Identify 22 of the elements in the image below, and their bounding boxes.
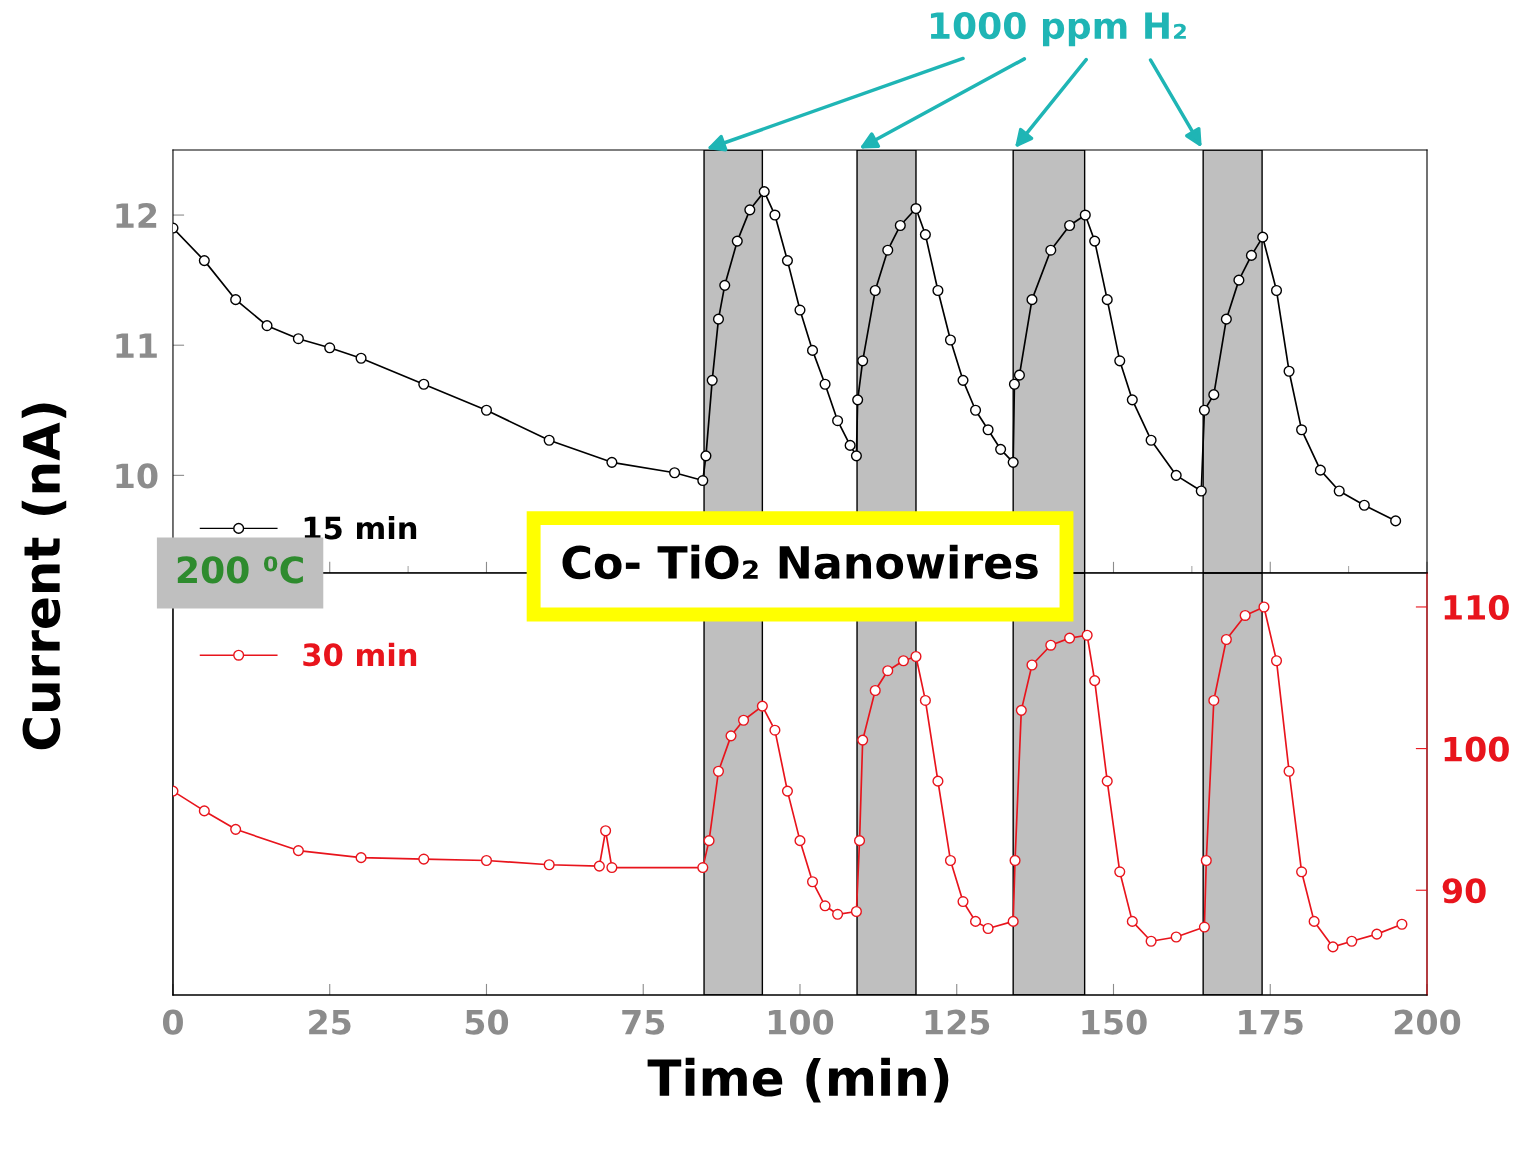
y-tick-label: 12 <box>116 202 157 228</box>
band-label: 1000 ppm H₂ <box>930 11 1186 47</box>
x-tick-label: 75 <box>622 1009 665 1035</box>
x-tick-label: 175 <box>1239 1009 1303 1035</box>
x-tick-label: 0 <box>162 1009 183 1035</box>
y-tick-label: 11 <box>116 333 157 358</box>
x-tick-label: 200 <box>1394 1009 1461 1035</box>
x-tick-label: 150 <box>1082 1009 1147 1035</box>
y2-tick-label: 110 <box>1444 594 1509 621</box>
annotation: Co- TiO₂ Nanowires <box>562 544 1038 580</box>
y-axis-title: Current (nA) <box>21 403 67 750</box>
legend-label: 15 min <box>304 515 417 540</box>
x-tick-label: 125 <box>925 1009 990 1035</box>
legend-label: 30 min <box>303 642 417 667</box>
y2-tick-label: 90 <box>1442 878 1486 904</box>
x-axis-title: Time (min) <box>647 1057 949 1103</box>
annotation: 200 ⁰C <box>177 556 303 584</box>
y-tick-label: 10 <box>116 463 158 489</box>
y2-tick-label: 100 <box>1444 736 1509 762</box>
x-tick-label: 25 <box>309 1009 351 1035</box>
x-tick-label: 50 <box>465 1009 509 1035</box>
x-tick-label: 100 <box>768 1009 834 1035</box>
